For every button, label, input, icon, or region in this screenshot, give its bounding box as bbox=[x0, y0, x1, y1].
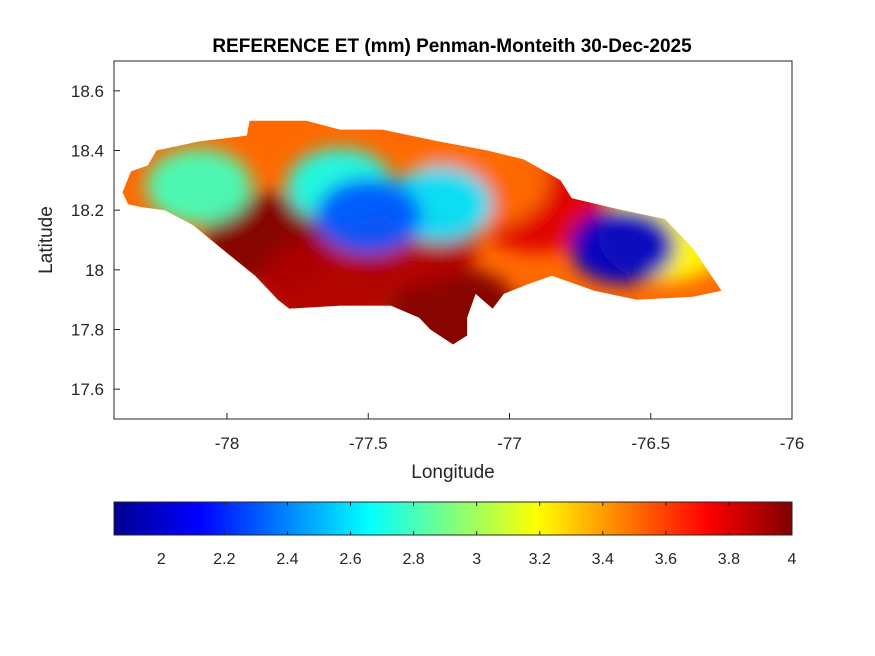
colorbar-tick-label: 4 bbox=[788, 551, 797, 568]
colorbar-tick-label: 3.4 bbox=[592, 551, 614, 568]
x-tick-label: -77 bbox=[497, 434, 522, 453]
colorbar-ticks: 2 2.2 2.4 2.6 2.8 3 3.2 3.4 3.6 3.8 4 bbox=[157, 502, 797, 568]
y-tick-label: 18 bbox=[85, 261, 104, 280]
colorbar-tick-label: 2 bbox=[157, 551, 166, 568]
y-tick-label: 17.6 bbox=[71, 380, 104, 399]
colorbar-tick-label: 2.6 bbox=[339, 551, 361, 568]
colorbar-tick-label: 2.4 bbox=[276, 551, 298, 568]
y-tick-label: 18.4 bbox=[71, 142, 104, 161]
colorbar-tick-label: 2.2 bbox=[213, 551, 235, 568]
y-tick-label: 17.8 bbox=[71, 321, 104, 340]
colorbar-tick-label: 2.8 bbox=[402, 551, 424, 568]
colorbar-tick-label: 3 bbox=[472, 551, 481, 568]
et-field-spot bbox=[569, 208, 676, 284]
et-field-spot bbox=[315, 178, 422, 255]
et-field-spot bbox=[145, 148, 252, 225]
y-tick-label: 18.2 bbox=[71, 201, 104, 220]
colorbar bbox=[113, 501, 793, 536]
y-axis-label: Latitude bbox=[36, 206, 57, 274]
colorbar-tick-label: 3.6 bbox=[655, 551, 677, 568]
colorbar-tick-label: 3.2 bbox=[529, 551, 551, 568]
x-tick-label: -76.5 bbox=[631, 434, 670, 453]
colorbar-tick-label: 3.8 bbox=[718, 551, 740, 568]
x-axis-ticks: -78 -77.5 -77 -76.5 -76 bbox=[215, 413, 805, 453]
map-title: REFERENCE ET (mm) Penman-Monteith 30-Dec… bbox=[212, 36, 692, 57]
y-tick-label: 18.6 bbox=[71, 82, 104, 101]
y-axis-ticks: 17.6 17.8 18 18.2 18.4 18.6 bbox=[71, 82, 120, 399]
x-tick-label: -78 bbox=[215, 434, 240, 453]
x-axis-label: Longitude bbox=[411, 462, 494, 483]
x-tick-label: -77.5 bbox=[349, 434, 388, 453]
x-tick-label: -76 bbox=[780, 434, 805, 453]
